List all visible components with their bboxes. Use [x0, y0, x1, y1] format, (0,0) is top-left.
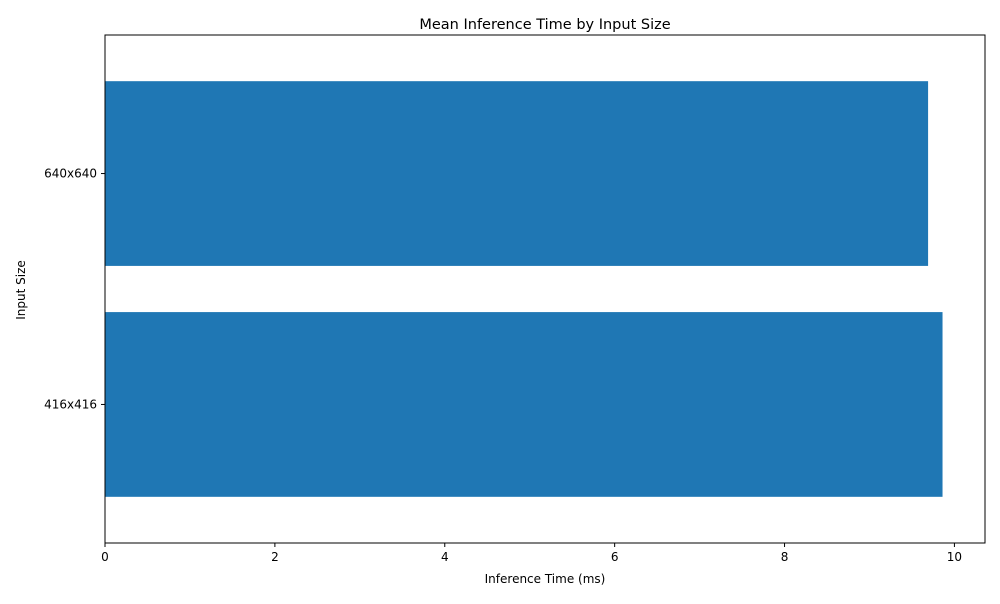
ticks-layer: 416x416 640x640 0 2 4 6 8 10	[44, 167, 962, 564]
bars-layer	[105, 81, 943, 497]
x-tick-label: 2	[271, 550, 279, 564]
y-tick-label: 640x640	[44, 167, 97, 181]
chart-title: Mean Inference Time by Input Size	[419, 17, 670, 33]
y-axis-label: Input Size	[14, 260, 28, 320]
y-tick-label: 416x416	[44, 397, 97, 411]
bar-640x640	[105, 81, 929, 266]
axes-layer	[104, 34, 986, 544]
x-tick-label: 4	[441, 550, 449, 564]
x-axis-label: Inference Time (ms)	[485, 572, 606, 586]
x-tick-label: 0	[101, 550, 109, 564]
x-tick-label: 10	[947, 550, 962, 564]
plot-frame	[104, 34, 986, 544]
x-tick-label: 6	[611, 550, 619, 564]
bar-416x416	[105, 312, 943, 497]
x-tick-label: 8	[781, 550, 789, 564]
